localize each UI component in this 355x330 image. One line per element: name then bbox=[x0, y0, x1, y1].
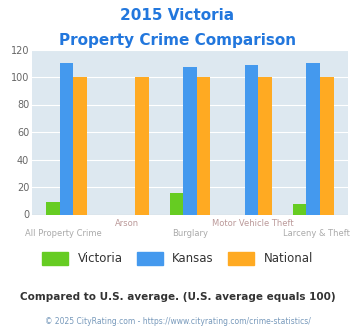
Bar bbox=[306, 63, 320, 214]
Text: Burglary: Burglary bbox=[172, 229, 208, 238]
Bar bbox=[60, 63, 73, 214]
Bar bbox=[197, 77, 210, 214]
Text: Compared to U.S. average. (U.S. average equals 100): Compared to U.S. average. (U.S. average … bbox=[20, 292, 335, 302]
Bar bbox=[293, 204, 306, 214]
Text: Property Crime Comparison: Property Crime Comparison bbox=[59, 33, 296, 48]
Text: © 2025 CityRating.com - https://www.cityrating.com/crime-statistics/: © 2025 CityRating.com - https://www.city… bbox=[45, 317, 310, 326]
Bar bbox=[183, 67, 197, 214]
Text: Motor Vehicle Theft: Motor Vehicle Theft bbox=[212, 219, 294, 228]
Bar bbox=[46, 202, 60, 215]
Bar bbox=[170, 192, 183, 214]
Bar bbox=[320, 77, 334, 214]
Text: Larceny & Theft: Larceny & Theft bbox=[283, 229, 350, 238]
Bar bbox=[73, 77, 87, 214]
Text: Arson: Arson bbox=[115, 219, 139, 228]
Text: All Property Crime: All Property Crime bbox=[25, 229, 102, 238]
Text: 2015 Victoria: 2015 Victoria bbox=[120, 8, 235, 23]
Bar bbox=[258, 77, 272, 214]
Bar bbox=[135, 77, 149, 214]
Bar bbox=[245, 65, 258, 214]
Legend: Victoria, Kansas, National: Victoria, Kansas, National bbox=[42, 252, 313, 265]
